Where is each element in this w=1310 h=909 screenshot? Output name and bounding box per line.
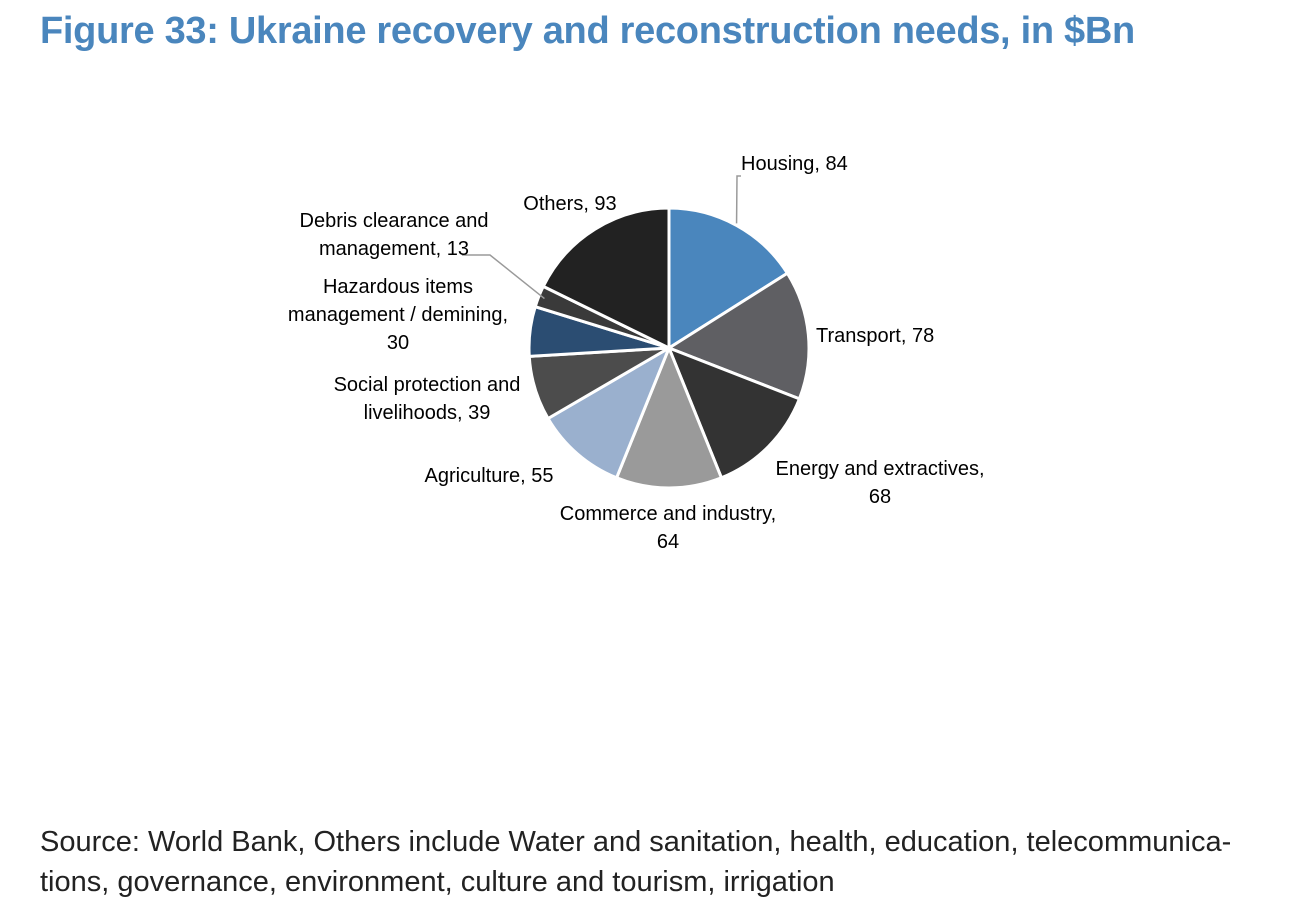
leader-line-housing [735, 175, 741, 224]
data-label-others: Others, 93 [523, 193, 616, 215]
data-label-transport: Transport, 78 [816, 325, 934, 347]
pie-slice-energy-and-extractives [667, 346, 801, 480]
label-leader-lines [462, 175, 741, 300]
data-labels: Housing, 84 Transport, 78 Energy and extra… [288, 153, 985, 553]
data-label-hazardous-items-management-demining: Hazardous items management / demining, 30 [288, 276, 508, 354]
figure-title: Figure 33: Ukraine recovery and reconstr… [40, 10, 1135, 52]
source-note: Source: World Bank, Others include Water… [40, 826, 1232, 898]
data-label-debris-clearance-and-management: Debris clearance and management, 13 [300, 210, 489, 260]
data-label-commerce-and-industry: Commerce and industry, 64 [560, 503, 776, 553]
pie-slice-commerce-and-industry [615, 346, 723, 490]
pie-slice-agriculture [546, 346, 671, 480]
data-label-social-protection-and-livelihoods: Social protection and livelihoods, 39 [334, 374, 521, 424]
data-label-energy-and-extractives: Energy and extractives, 68 [776, 458, 985, 508]
data-label-housing: Housing, 84 [741, 153, 848, 175]
pie-slice-others [541, 206, 671, 350]
pie-slices [527, 206, 811, 490]
leader-line-debris-clearance [462, 254, 545, 300]
data-label-agriculture: Agriculture, 55 [425, 465, 554, 487]
pie-slice-transport [667, 271, 811, 401]
pie-slice-housing [667, 206, 789, 350]
